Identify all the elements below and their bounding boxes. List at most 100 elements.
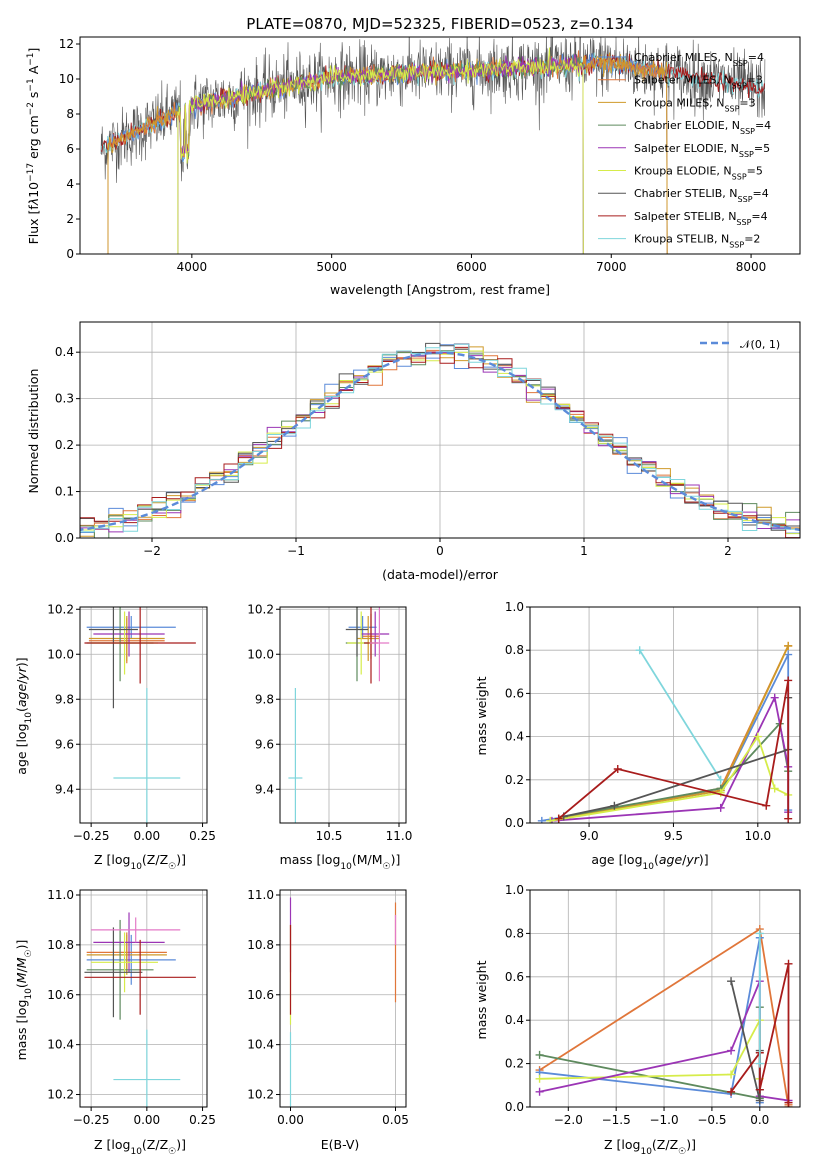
weight-z-marker-3-0: [535, 1074, 544, 1083]
mass-ebv-xtick-label-1: 0.05: [382, 1113, 409, 1127]
residual-xtick-label-4: 2: [724, 544, 732, 558]
residual-panel: −2 −1 0 1 2 0.0 0.1 0.2 0.3 0.4 𝒩(0, 1) (data-mode…: [26, 321, 801, 582]
weight-age-xtick-label-1: 9.5: [664, 829, 683, 843]
weight-age-xtick-label-2: 10.0: [744, 829, 771, 843]
weight-z-ytick-label-4: 0.8: [505, 926, 524, 940]
age-z-ytick-label-2: 9.8: [55, 692, 74, 706]
mass-z-ylabel-b: (: [14, 983, 29, 988]
weight-age-xlabel-slash: /: [682, 852, 687, 867]
residual-ytick-label-2: 0.2: [55, 438, 74, 452]
weight-age-marker-6-2: [753, 732, 762, 741]
spectrum-series-4: [177, 52, 584, 254]
legend-label-0: Chabrier MILES, NSSP=4: [634, 51, 764, 68]
legend-label-main-2: Kroupa MILES, N: [634, 96, 724, 109]
mass-ebv-xlabel: E(B-V): [321, 1137, 360, 1152]
age-mass-xlabel-main: mass [log: [280, 852, 341, 867]
legend-label-1: Salpeter MILES, NSSP=3: [634, 74, 763, 91]
weight-age-ytick-label-5: 1.0: [505, 600, 524, 614]
age-mass-ytick-label-1: 9.6: [255, 737, 274, 751]
age-z-ylabel: age [log10(age/yr)]: [14, 657, 34, 774]
weight-z-frame: [529, 889, 801, 1108]
weight-z-marker-5-0: [727, 977, 736, 986]
weight-age-marker-6-1: [716, 788, 725, 797]
age-mass-ytick-label-0: 9.4: [255, 782, 274, 796]
age-z-ylabel-c: age: [14, 684, 29, 708]
age-mass-ytick-label-4: 10.2: [247, 602, 274, 616]
legend-label-sub-6: SSP: [738, 195, 753, 204]
mass-z-points: [84, 912, 196, 1107]
mass-z-xlabel-sub: 10: [130, 1147, 142, 1157]
weight-age-marker-1-0: [537, 816, 546, 823]
weight-vs-z-panel: −2.0 −1.5 −1.0 −0.5 0.0 0.0 0.2 0.4 0.6 0.8 1.0: [505, 883, 801, 1127]
weight-z-ytick-label-3: 0.6: [505, 970, 524, 984]
residual-xtick-label-0: −2: [143, 544, 161, 558]
spectrum-ylabel-units: erg cm: [26, 115, 41, 163]
mass-z-xtick-label-0: −0.25: [73, 1113, 110, 1127]
weight-age-marker-6-3: [770, 784, 779, 793]
weight-age-marker-8-3: [784, 676, 793, 685]
legend-label-main-1: Salpeter MILES, N: [634, 74, 732, 87]
weight-age-ytick-label-3: 0.6: [505, 686, 524, 700]
age-z-xlabel-sub: 10: [130, 862, 142, 872]
weight-age-marker-7-1: [610, 801, 619, 810]
age-mass-xlabel-sun: ☉: [383, 862, 391, 872]
residual-xlabel: (data-model)/error: [382, 567, 499, 582]
spectrum-ylabel-text: Flux [f: [26, 205, 41, 245]
weight-z-xtick-label-3: −0.5: [697, 1113, 726, 1127]
age-z-xlabel-sun: ☉: [168, 862, 176, 872]
residual-ytick-label-3: 0.3: [55, 392, 74, 406]
weight-age-xlabel-sub: 10: [643, 862, 655, 872]
mass-ebv-ytick-label-4: 11.0: [247, 888, 274, 902]
mass-z-ylabel-slash: /: [14, 967, 29, 972]
residual-ytick-label-1: 0.1: [55, 485, 74, 499]
weight-vs-age-panel: 9.0 9.5 10.0 0.0 0.2 0.4 0.6 0.8 1.0: [505, 600, 801, 843]
spectrum-ylabel-s: s: [26, 92, 41, 103]
legend-label-4: Salpeter ELODIE, NSSP=5: [634, 142, 770, 159]
mass-z-frame: [79, 889, 208, 1108]
age-z-ytick-label-4: 10.2: [47, 602, 74, 616]
weight-age-marker-0-0: [635, 646, 644, 655]
mass-z-ytick-label-3: 10.8: [47, 938, 74, 952]
spectrum-ytick-label-3: 6: [66, 142, 74, 156]
mass-z-ylabel-m: M: [14, 972, 29, 983]
residual-normal-curve: [80, 351, 800, 532]
age-mass-xlabel-tail: (M/M: [352, 852, 383, 867]
weight-age-series-1: [541, 654, 790, 822]
mass-z-xtick-label-1: 0.00: [133, 1113, 160, 1127]
mass-z-ylabel-a: mass [log: [14, 1000, 29, 1061]
age-z-xtick-label-1: 0.00: [133, 829, 160, 843]
age-z-xlabel-tail: (Z/Z: [142, 852, 168, 867]
age-mass-frame: [279, 606, 407, 824]
residual-xtick-label-3: 1: [580, 544, 588, 558]
legend-label-main-5: Kroupa ELODIE, N: [634, 165, 732, 178]
legend-label-tail-4: =5: [754, 142, 770, 155]
age-z-ylabel-a: age [log: [14, 723, 29, 774]
weight-z-xtick-label-0: −2.0: [554, 1113, 583, 1127]
legend-label-tail-2: =3: [739, 96, 755, 109]
mass-z-ytick-label-0: 10.2: [47, 1088, 74, 1102]
spectrum-xlabel: wavelength [Angstrom, rest frame]: [330, 282, 550, 297]
weight-z-ylabel: mass weight: [474, 960, 489, 1039]
mass-ebv-ytick-label-0: 10.2: [247, 1088, 274, 1102]
weight-z-lines: [535, 925, 793, 1107]
legend-label-sub-5: SSP: [732, 172, 747, 181]
spectrum-ylabel: Flux [fλ10−17 erg cm−2 s−1 A−1]: [26, 48, 41, 245]
age-z-xtick-label-2: 0.25: [189, 829, 216, 843]
age-z-xtick-label-0: −0.25: [73, 829, 110, 843]
mass-z-ylabel-close: )]: [14, 940, 29, 950]
residual-legend-label: 𝒩(0, 1): [740, 338, 780, 351]
weight-z-marker-7-0: [755, 929, 764, 938]
legend-label-tail-7: =4: [751, 210, 767, 223]
residual-ylabel: Normed distribution: [26, 369, 41, 494]
weight-z-xlabel-sub: 10: [640, 1147, 652, 1157]
spectrum-ylabel-exp2: −2: [26, 102, 36, 115]
age-z-ytick-label-0: 9.4: [55, 782, 74, 796]
weight-age-marker-5-1: [716, 803, 725, 812]
spectrum-panel: PLATE=0870, MJD=52325, FIBERID=0523, z=0…: [26, 15, 801, 297]
weight-age-xlabel-yr: yr: [685, 852, 699, 867]
weight-z-marker-5-1: [755, 1096, 764, 1105]
age-z-ylabel-f: )]: [14, 657, 29, 667]
spectrum-ylabel-lambda: λ: [26, 198, 41, 206]
weight-age-ytick-label-1: 0.2: [505, 773, 524, 787]
mass-z-xlabel-close: )]: [176, 1137, 186, 1152]
